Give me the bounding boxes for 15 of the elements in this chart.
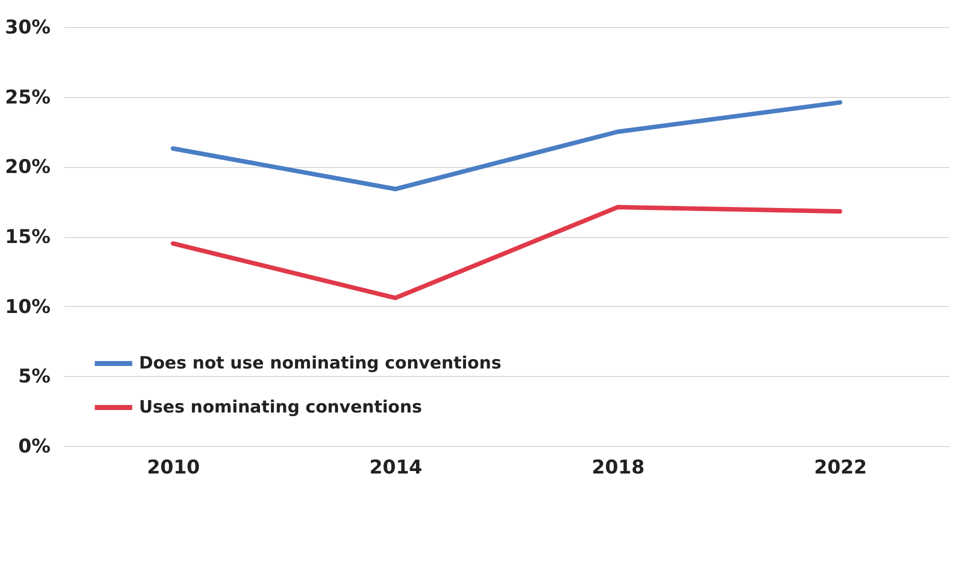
y-tick-label: 0% [18, 436, 50, 458]
y-tick-label: 15% [5, 226, 50, 248]
y-tick-label: 25% [5, 86, 50, 108]
x-tick-label: 2014 [369, 456, 422, 478]
x-tick-label: 2018 [592, 456, 645, 478]
line-series [170, 204, 842, 300]
y-tick-label: 10% [5, 296, 50, 318]
y-tick-label: 30% [5, 16, 50, 38]
legend-label: Does not use nominating conventions [139, 354, 502, 374]
line-series [170, 100, 842, 192]
x-tick-label: 2010 [147, 456, 200, 478]
y-tick-label: 5% [18, 366, 50, 388]
x-tick-label: 2022 [814, 456, 867, 478]
y-tick-label: 20% [5, 156, 50, 178]
legend-label: Uses nominating conventions [139, 398, 422, 418]
